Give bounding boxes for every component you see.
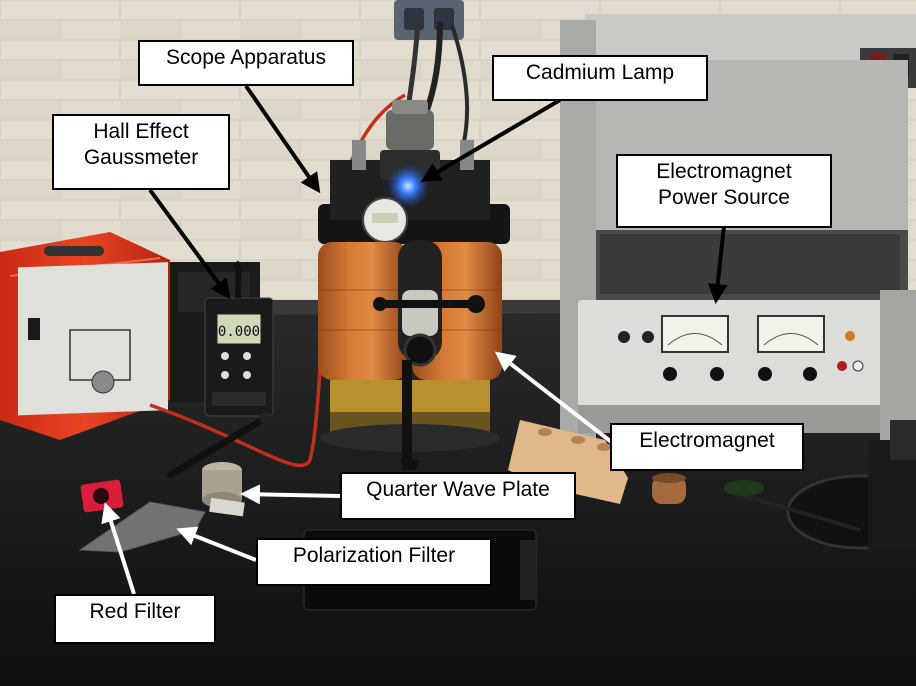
label-hall-effect-line1: Hall Effect	[93, 120, 189, 143]
label-red-filter: Red Filter	[54, 594, 216, 644]
label-power-source-line2: Power Source	[658, 186, 790, 209]
label-cadmium-lamp: Cadmium Lamp	[492, 55, 708, 101]
label-cadmium-lamp-text: Cadmium Lamp	[525, 61, 675, 84]
label-electromagnet-power-source: Electromagnet Power Source	[616, 154, 832, 228]
label-red-filter-text: Red Filter	[89, 600, 181, 623]
gaussmeter-readout: 0.000	[218, 324, 260, 340]
label-scope-apparatus: Scope Apparatus	[138, 40, 354, 86]
power-source-panel	[578, 300, 910, 408]
label-electromagnet-text: Electromagnet	[639, 429, 775, 452]
label-electromagnet: Electromagnet	[610, 423, 804, 471]
label-scope-apparatus-text: Scope Apparatus	[166, 46, 326, 69]
label-polarization-filter: Polarization Filter	[256, 538, 492, 586]
label-polarization-filter-text: Polarization Filter	[292, 544, 456, 567]
cadmium-lamp-glow	[386, 164, 430, 208]
label-hall-effect-gaussmeter: Hall Effect Gaussmeter	[52, 114, 230, 190]
label-power-source-line1: Electromagnet	[656, 160, 792, 183]
coil-left	[318, 242, 408, 380]
label-quarter-wave-plate: Quarter Wave Plate	[340, 472, 576, 520]
label-hall-effect-line2: Gaussmeter	[83, 146, 199, 169]
label-quarter-wave-plate-text: Quarter Wave Plate	[366, 478, 550, 501]
cadmium-lamp-housing	[386, 110, 434, 150]
